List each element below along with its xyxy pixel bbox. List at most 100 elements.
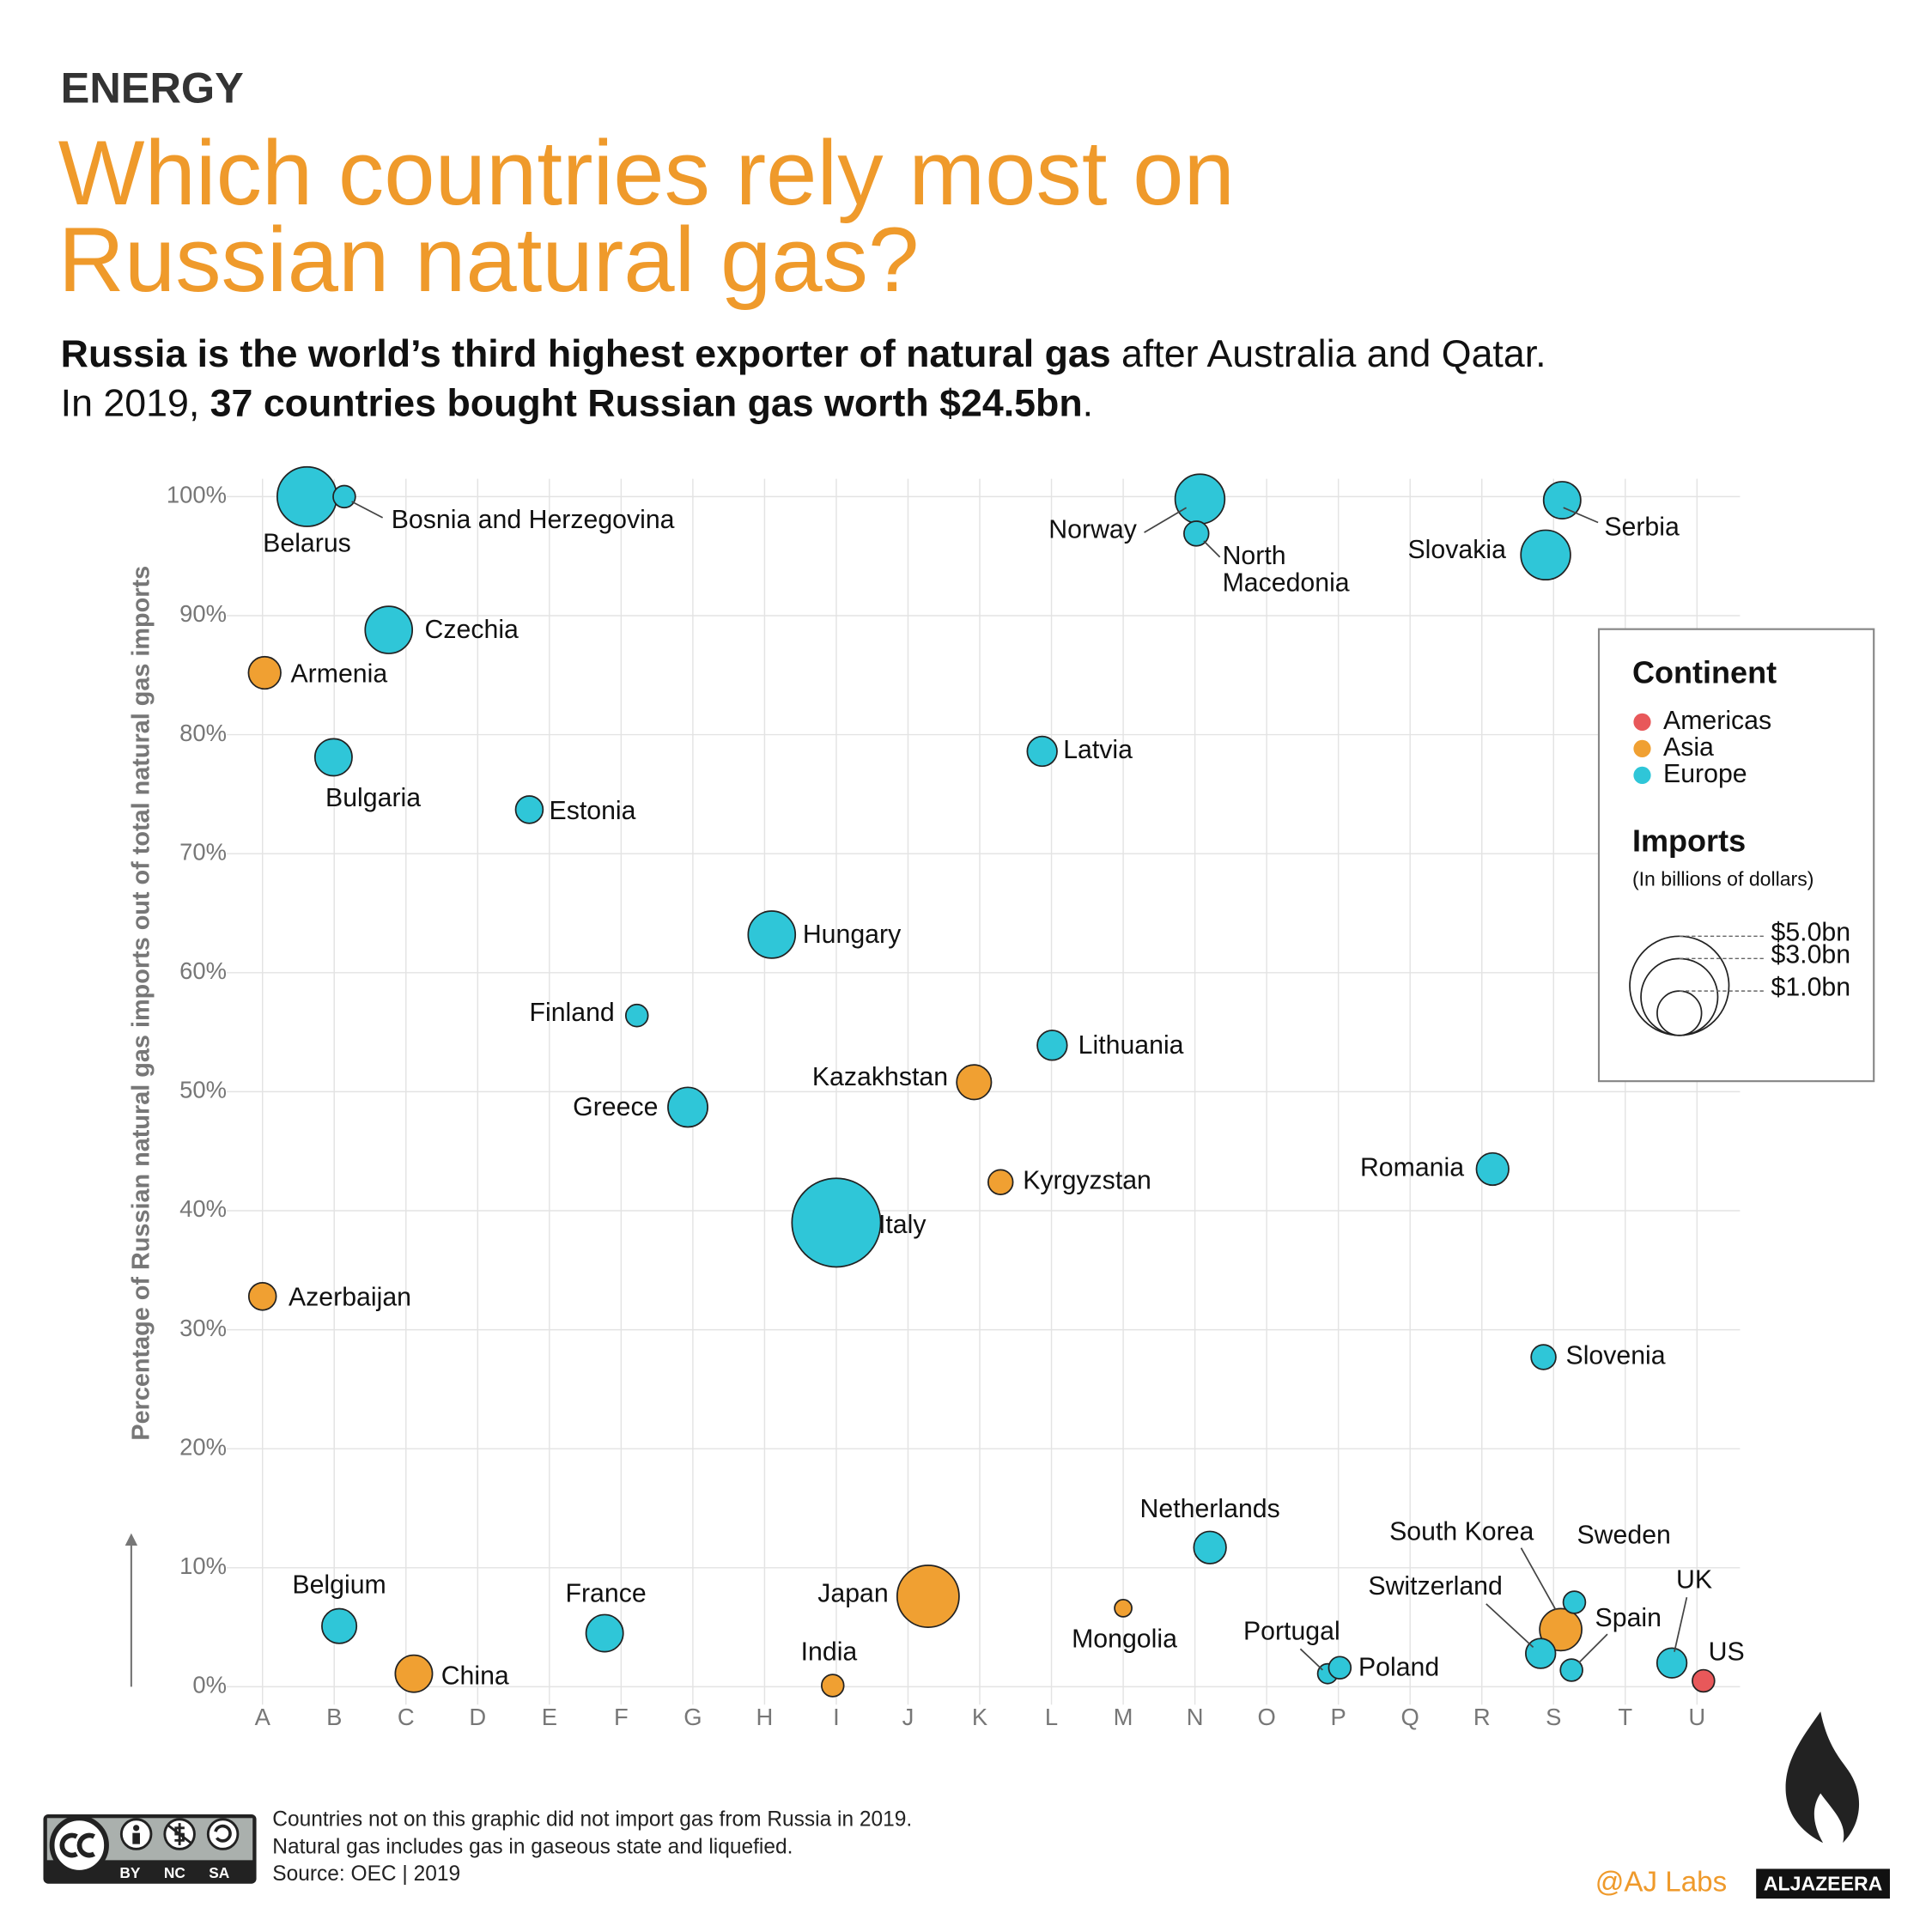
data-label: Bulgaria [325, 784, 421, 812]
y-tick-label: 70% [179, 838, 227, 865]
bubble [1562, 1590, 1587, 1614]
legend-label: Europe [1663, 760, 1747, 788]
text-line: Macedonia [1223, 568, 1350, 597]
data-label: Italy [878, 1211, 927, 1239]
data-label: Mongolia [1072, 1625, 1177, 1653]
plot: US Armenia Kazakhstan Kyrgyzstan Azerbaijan J… [247, 465, 1745, 1698]
size-legend-circle [1656, 990, 1703, 1036]
legend-label: Americas [1663, 707, 1771, 735]
x-tick-label: L [1045, 1704, 1058, 1730]
footer-source: Source: OEC | 2019 [272, 1862, 460, 1886]
y-tick-label: 0% [192, 1672, 227, 1698]
data-label: Slovenia [1566, 1341, 1666, 1370]
footer-note: Countries not on this graphic did not im… [272, 1808, 912, 1832]
data-label: Bosnia and Herzegovina [392, 506, 675, 534]
x-tick-label: K [972, 1704, 987, 1730]
bubble [364, 605, 414, 654]
data-label: Czechia [425, 616, 519, 644]
y-tick-label: 10% [179, 1552, 227, 1579]
bubble [624, 1003, 649, 1028]
bubble [247, 1282, 277, 1311]
bubble [667, 1086, 709, 1128]
data-label: South Korea [1389, 1517, 1534, 1546]
data-label: France [565, 1579, 646, 1607]
bubble [1193, 1530, 1227, 1564]
x-tick-label: B [326, 1704, 342, 1730]
bubble [1475, 1151, 1510, 1187]
bubble [585, 1613, 624, 1653]
x-tick-label: Q [1401, 1704, 1419, 1730]
x-tick-label: U [1688, 1704, 1705, 1730]
data-label: Kazakhstan [812, 1063, 948, 1091]
x-tick-label: H [756, 1704, 774, 1730]
x-tick-label: M [1114, 1704, 1133, 1730]
sa-icon [206, 1818, 240, 1850]
data-label: UK [1676, 1565, 1712, 1594]
bubble [747, 910, 797, 959]
data-label: Japan [817, 1580, 888, 1608]
bubble [1559, 1658, 1583, 1682]
subtitle-line: Russia is the world’s third highest expo… [61, 333, 1546, 375]
data-label: Norway [1048, 516, 1137, 544]
sa-icon-mark [214, 1824, 232, 1843]
x-tick-label: G [683, 1704, 702, 1730]
data-label: Greece [573, 1093, 658, 1121]
leader-line [1520, 1547, 1557, 1611]
data-label: Finland [530, 999, 615, 1027]
bubble [987, 1169, 1014, 1195]
by-icon-mark [132, 1832, 140, 1844]
data-label: Portugal [1243, 1618, 1340, 1646]
bubble [321, 1607, 358, 1644]
bubble [1026, 735, 1058, 768]
bubble [1525, 1637, 1557, 1669]
axis-arrow-head [125, 1533, 138, 1546]
x-tick-label: A [255, 1704, 271, 1730]
size-legend-label: $5.0bn [1771, 918, 1851, 946]
subtitle-segment: Russia is the world’s third highest expo… [61, 333, 1111, 375]
data-label: India [801, 1638, 858, 1667]
data-label: Belarus [263, 530, 351, 558]
bubble [1174, 473, 1226, 525]
bubble [1327, 1656, 1352, 1680]
bubble [276, 465, 337, 527]
size-legend-label: $1.0bn [1771, 973, 1851, 1001]
chart-title: Which countries rely most on Russian nat… [58, 121, 1261, 311]
license-label: NC [164, 1864, 185, 1881]
y-tick-label: 90% [179, 600, 227, 627]
x-tick-label: F [614, 1704, 629, 1730]
bubble [1520, 529, 1571, 581]
x-tick-label: S [1546, 1704, 1561, 1730]
brand-box [1756, 1868, 1890, 1899]
legend-swatch [1633, 739, 1651, 757]
text-line: Which countries rely most on [58, 121, 1261, 224]
leader-line [351, 501, 384, 519]
license-label: BY [119, 1864, 140, 1881]
data-label: Estonia [550, 797, 636, 825]
legend-title: Continent [1632, 655, 1777, 690]
bubble [1656, 1647, 1688, 1679]
leader-line [1299, 1648, 1323, 1671]
x-tick-label: R [1473, 1704, 1491, 1730]
text-line: North [1223, 542, 1293, 570]
bubble [332, 484, 356, 509]
y-tick-label: 80% [179, 720, 227, 746]
text-line: Russian natural gas? [58, 208, 920, 311]
bubble [956, 1064, 993, 1101]
legend-swatch [1633, 713, 1651, 731]
data-label: US [1709, 1638, 1745, 1667]
bubble [247, 655, 282, 690]
x-tick-label: T [1618, 1704, 1632, 1730]
bubble [791, 1177, 882, 1268]
bubble [313, 738, 353, 777]
cc-icon-mark [59, 1832, 96, 1858]
data-label: Poland [1358, 1654, 1439, 1682]
y-tick-label: 30% [179, 1315, 227, 1341]
leader-line [1563, 507, 1599, 524]
data-label: Latvia [1063, 736, 1133, 764]
data-label: Kyrgyzstan [1023, 1167, 1151, 1195]
by-icon-mark [133, 1825, 140, 1832]
data-label: Romania [1360, 1153, 1464, 1182]
brand-name: ALJAZEERA [1764, 1872, 1883, 1894]
footer: BY NC SA Countries not on this graphic d… [43, 1711, 1890, 1899]
